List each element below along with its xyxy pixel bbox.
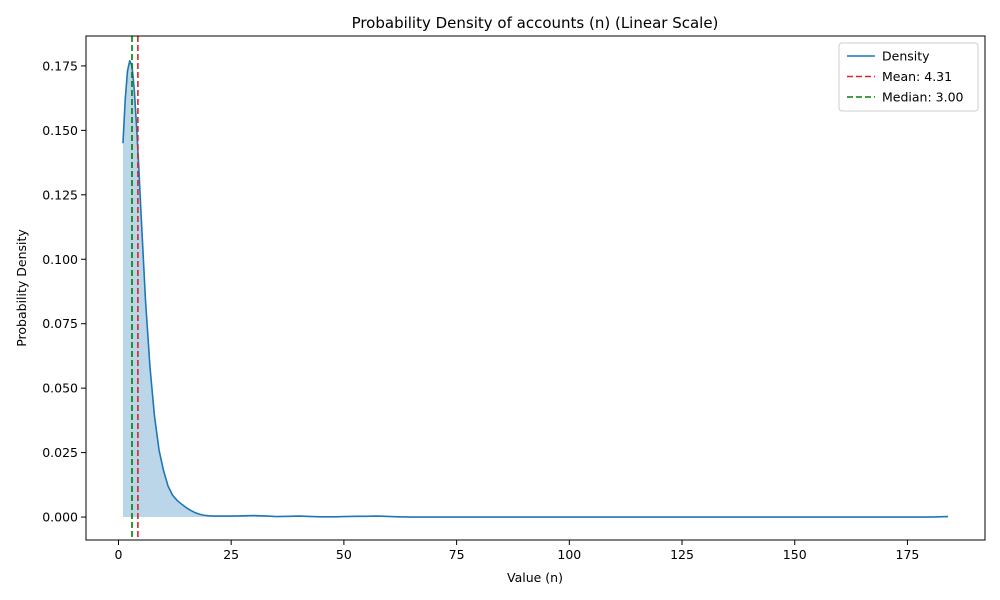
x-axis-title: Value (n) <box>507 570 563 585</box>
x-axis-ticks: 0 25 50 75 100 125 150 175 <box>114 540 919 562</box>
y-tick-label: 0.150 <box>42 123 78 138</box>
y-tick-label: 0.175 <box>42 58 78 73</box>
legend-frame <box>838 42 979 112</box>
y-tick-label: 0.075 <box>42 316 78 331</box>
legend-entry-density: Density <box>847 49 930 64</box>
chart-title: Probability Density of accounts (n) (Lin… <box>352 14 719 32</box>
y-axis-ticks: 0.000 0.025 0.050 0.075 0.100 0.125 0.150 0.175 <box>42 58 86 525</box>
x-tick-label: 175 <box>896 547 920 562</box>
y-axis-title: Probability Density <box>14 229 29 347</box>
legend-entry-median: Median: 3.00 <box>847 90 964 105</box>
y-tick-label: 0.125 <box>42 187 78 202</box>
density-line-layer <box>122 59 949 518</box>
y-tick-label: 0.050 <box>42 381 78 396</box>
y-tick-label: 0.000 <box>42 510 78 525</box>
x-tick-label: 50 <box>336 547 352 562</box>
x-tick-label: 25 <box>223 547 239 562</box>
legend-label: Mean: 4.31 <box>882 69 952 84</box>
legend-entry-mean: Mean: 4.31 <box>847 69 952 84</box>
y-tick-label: 0.100 <box>42 252 78 267</box>
legend: Density Mean: 4.31 Median: 3.00 <box>838 42 979 112</box>
y-tick-label: 0.025 <box>42 445 78 460</box>
x-tick-label: 150 <box>783 547 807 562</box>
plot-area-frame <box>85 35 986 541</box>
x-tick-label: 0 <box>114 547 122 562</box>
reference-lines-layer <box>131 36 139 540</box>
legend-label: Median: 3.00 <box>882 90 964 105</box>
x-tick-label: 100 <box>557 547 581 562</box>
x-tick-label: 125 <box>670 547 694 562</box>
density-line <box>122 59 949 518</box>
legend-label: Density <box>882 49 930 64</box>
x-tick-label: 75 <box>449 547 465 562</box>
